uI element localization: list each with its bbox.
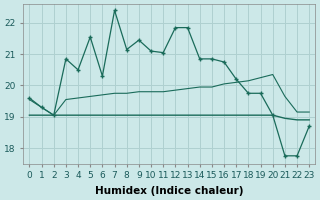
X-axis label: Humidex (Indice chaleur): Humidex (Indice chaleur) (95, 186, 244, 196)
